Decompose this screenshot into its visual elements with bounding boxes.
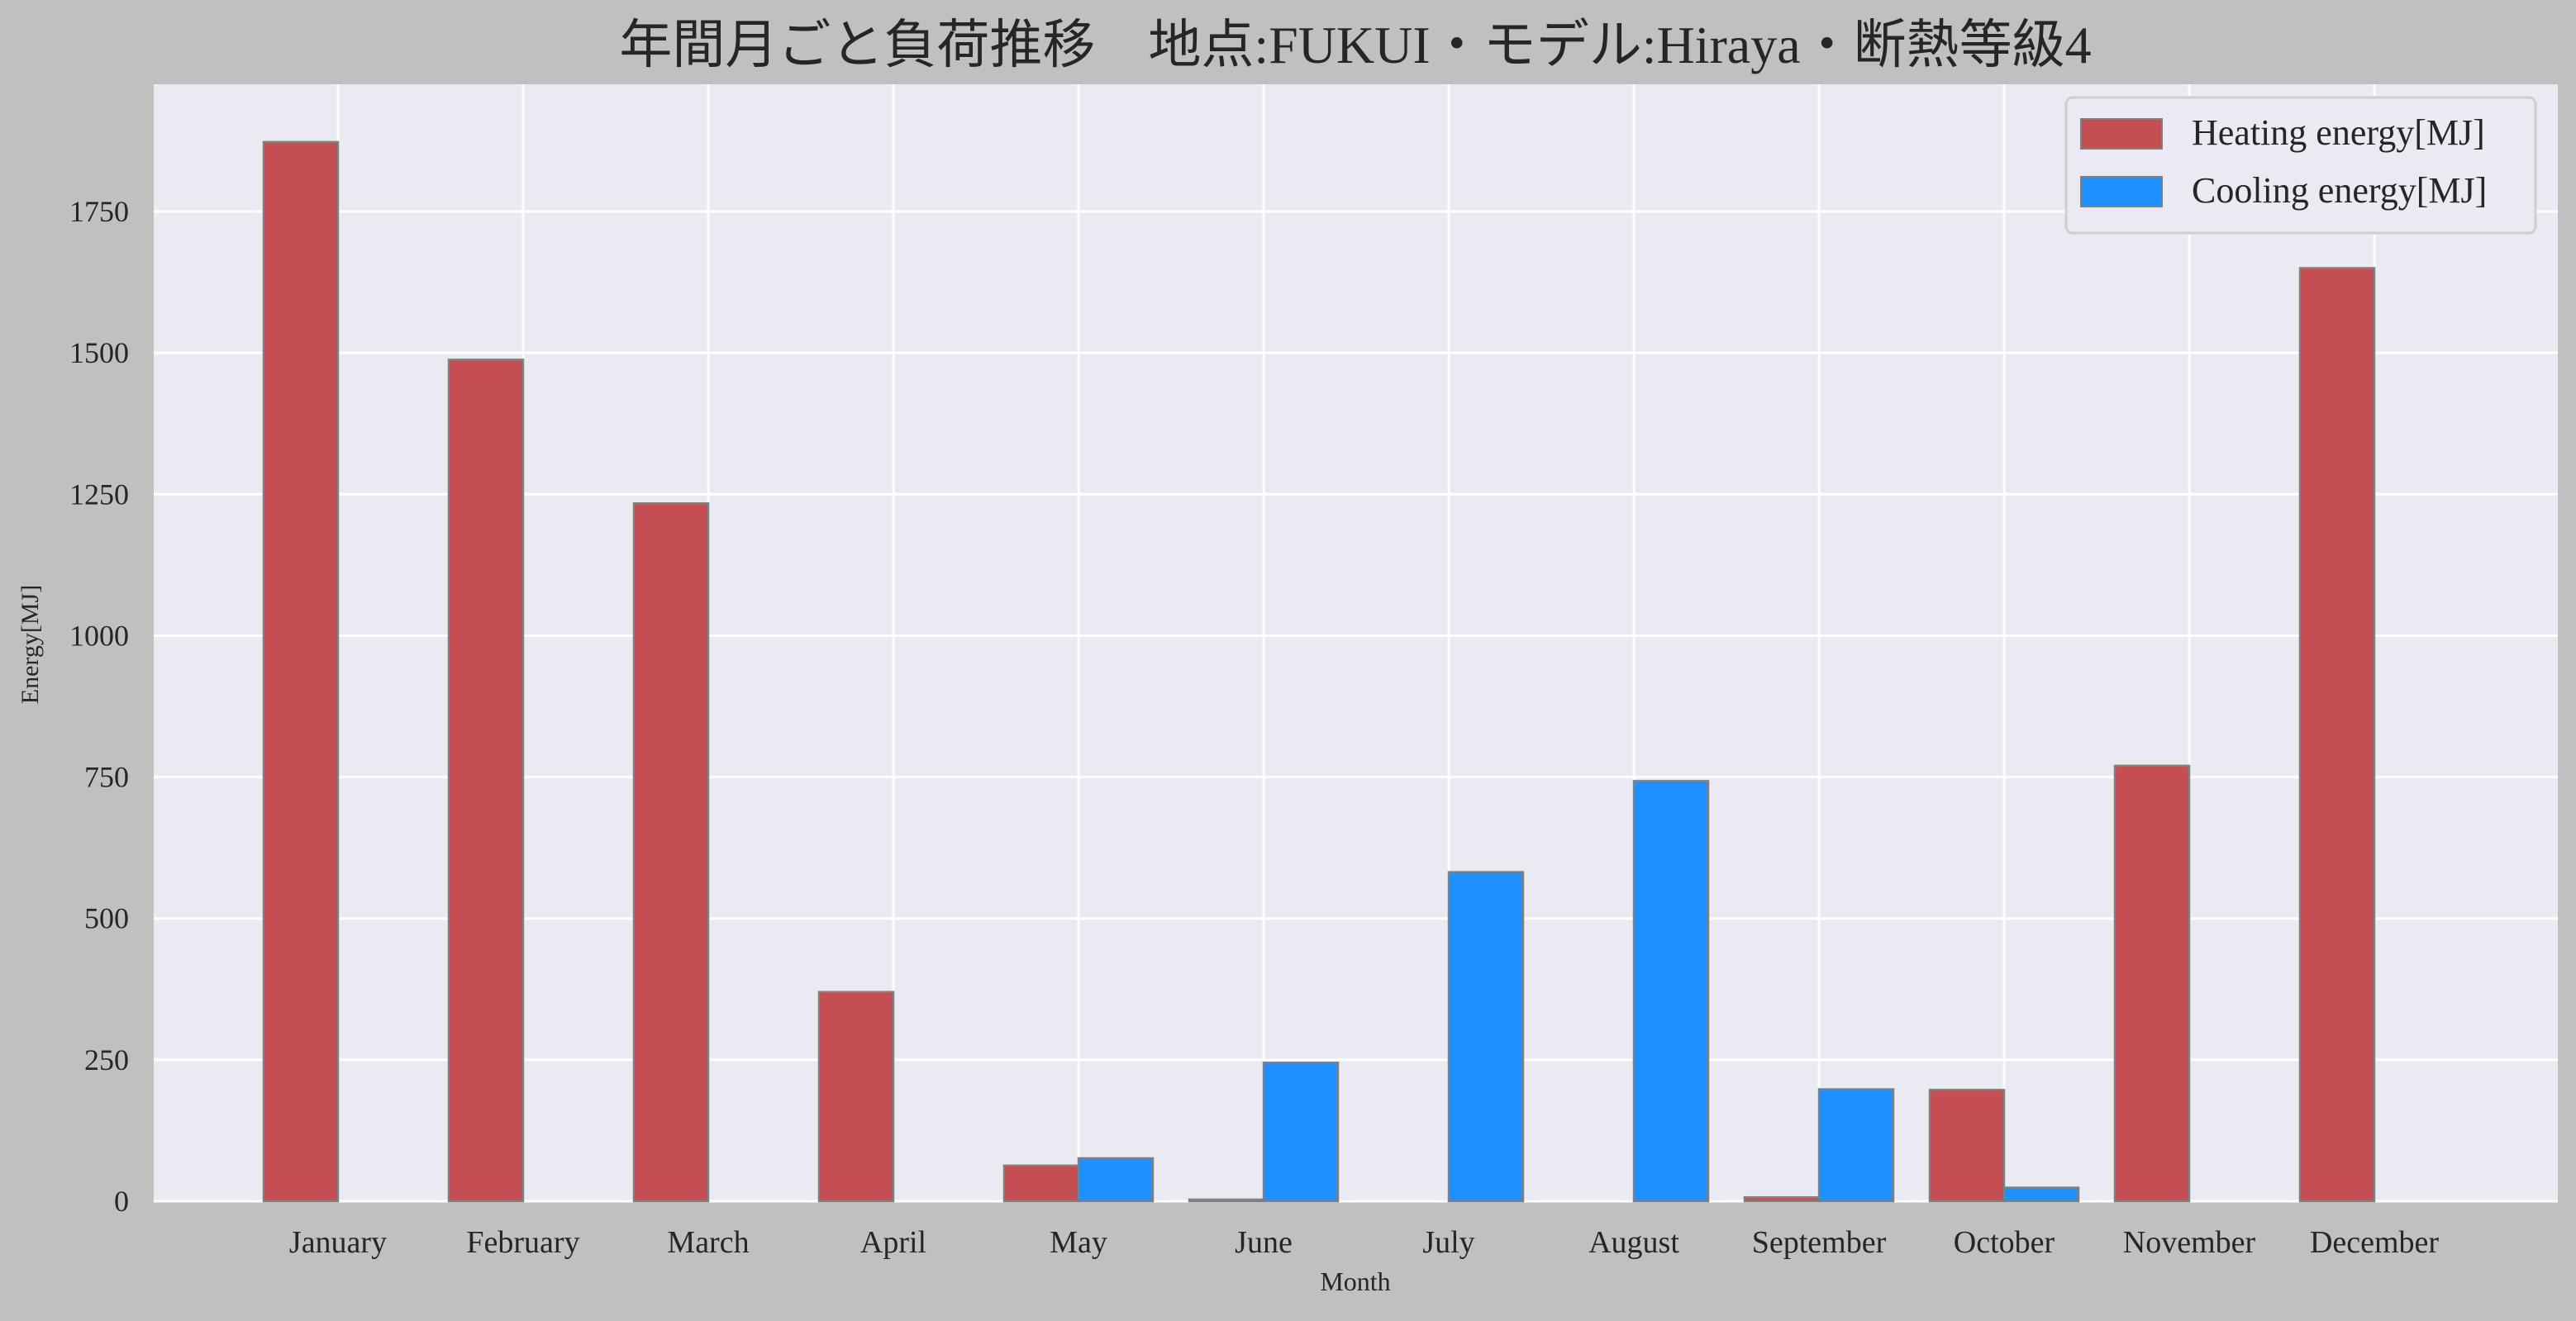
x-tick-label: January (289, 1225, 387, 1260)
y-tick-label: 1000 (69, 619, 129, 652)
y-tick-label: 250 (84, 1043, 129, 1076)
bar-cooling-may (1077, 1157, 1155, 1203)
bar-cooling-october (2002, 1186, 2080, 1203)
bars (262, 140, 2376, 1203)
x-tick-label: April (860, 1225, 926, 1260)
bar-heating-april (817, 991, 895, 1203)
legend-label: Cooling energy[MJ] (2192, 170, 2487, 211)
y-tick-label: 500 (84, 902, 129, 935)
bar-cooling-june (1262, 1062, 1340, 1203)
x-tick-label: November (2123, 1225, 2256, 1260)
bar-heating-march (632, 502, 710, 1203)
bar-cooling-august (1632, 780, 1710, 1203)
bar-heating-october (1928, 1088, 2006, 1203)
bar-heating-september (1743, 1195, 1821, 1203)
x-tick-label: May (1050, 1225, 1107, 1260)
x-tick-label: March (667, 1225, 749, 1260)
x-tick-label: September (1752, 1225, 1887, 1260)
legend-swatch (2080, 118, 2163, 150)
bar-heating-june (1188, 1198, 1265, 1203)
bar-cooling-september (1817, 1088, 1895, 1203)
y-tick-label: 0 (114, 1185, 129, 1218)
axes: 0 250 500 750 1000 1250 1500 1750 January Februar… (69, 195, 2439, 1260)
chart-title: 年間月ごと負荷推移 地点:FUKUI・モデル:Hiraya・断熱等級4 (619, 16, 2091, 74)
legend-frame (2064, 96, 2537, 235)
x-tick-label: August (1588, 1225, 1679, 1260)
bar-cooling-july (1447, 871, 1525, 1203)
x-axis-label: Month (1320, 1266, 1390, 1296)
bar-heating-november (2113, 764, 2191, 1203)
legend: Heating energy[MJ] Cooling energy[MJ] (2064, 96, 2537, 235)
x-tick-label: October (1954, 1225, 2055, 1260)
bar-heating-december (2298, 267, 2376, 1203)
bar-heating-may (1002, 1164, 1080, 1203)
legend-swatch (2080, 176, 2163, 207)
x-tick-label: July (1422, 1225, 1474, 1260)
legend-label: Heating energy[MJ] (2192, 112, 2485, 153)
y-tick-label: 750 (84, 761, 129, 794)
y-tick-label: 1500 (69, 336, 129, 369)
x-tick-label: June (1235, 1225, 1293, 1260)
y-axis-label: Energy[MJ] (17, 585, 44, 704)
x-tick-label: December (2310, 1225, 2439, 1260)
bar-heating-february (447, 359, 525, 1203)
bar-heating-january (262, 140, 340, 1203)
y-tick-label: 1250 (69, 478, 129, 511)
x-tick-label: February (466, 1225, 579, 1260)
y-tick-label: 1750 (69, 195, 129, 228)
